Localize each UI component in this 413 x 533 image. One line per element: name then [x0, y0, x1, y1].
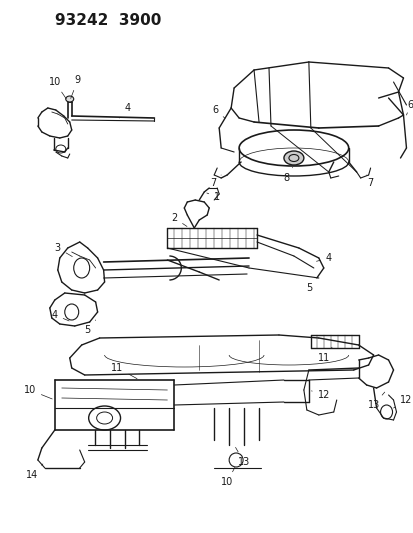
Text: 4: 4: [316, 253, 331, 263]
Text: 10: 10: [49, 77, 66, 99]
Text: 9: 9: [71, 75, 81, 99]
Text: 10: 10: [221, 467, 234, 487]
Text: 5: 5: [84, 320, 95, 335]
Text: 1: 1: [206, 192, 220, 202]
Text: 93242  3900: 93242 3900: [55, 13, 161, 28]
Text: 7: 7: [366, 175, 373, 188]
Text: 4: 4: [119, 103, 130, 118]
Text: 2: 2: [171, 213, 187, 227]
Text: 11: 11: [111, 363, 137, 378]
Ellipse shape: [283, 151, 303, 165]
Text: 7: 7: [209, 175, 221, 188]
Text: 12: 12: [393, 395, 412, 408]
Text: 10: 10: [24, 385, 52, 399]
Text: 3: 3: [55, 243, 72, 256]
Text: 13: 13: [235, 447, 249, 467]
Ellipse shape: [66, 96, 74, 102]
Text: 6: 6: [211, 105, 225, 118]
Text: 8: 8: [283, 167, 292, 183]
Text: 4: 4: [52, 310, 69, 321]
Text: 14: 14: [26, 464, 43, 480]
Text: 13: 13: [367, 392, 384, 410]
Text: 12: 12: [311, 390, 329, 400]
Text: 5: 5: [305, 277, 315, 293]
Text: 6: 6: [406, 100, 413, 115]
Text: 11: 11: [317, 347, 331, 363]
